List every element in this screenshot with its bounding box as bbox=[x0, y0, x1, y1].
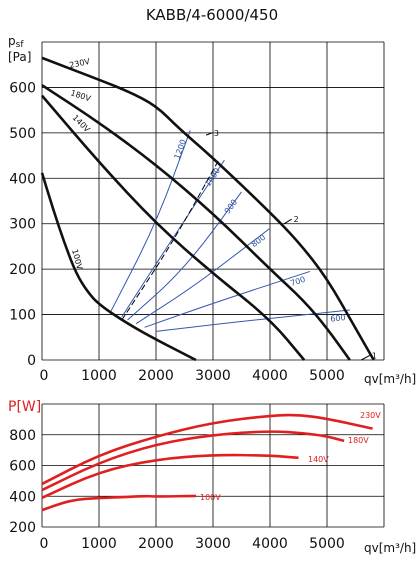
rpm-curve-label: 700 bbox=[289, 275, 306, 288]
dashed-curve bbox=[121, 159, 220, 321]
pressure-curve-label: 100V bbox=[70, 248, 84, 271]
rpm-curve-label: 900 bbox=[223, 198, 239, 216]
rpm-curve-line bbox=[155, 309, 350, 332]
rpm-curve-line bbox=[121, 159, 225, 318]
power-curve-140V bbox=[41, 453, 299, 499]
y-axis-label-sub: sf bbox=[16, 40, 25, 50]
pressure-curve-label: 230V bbox=[69, 57, 92, 70]
system-curve-label: 1 bbox=[372, 351, 377, 360]
x-tick-label: 2000 bbox=[138, 368, 174, 384]
power-chart: 0 1000 2000 3000 4000 5000 200 400 600 800 P[W] qv[… bbox=[8, 399, 416, 555]
x-tick-label: 0 bbox=[40, 536, 49, 552]
power-curve-100V bbox=[41, 494, 196, 512]
y-axis-label: psf bbox=[8, 34, 24, 50]
power-curve-label: 100V bbox=[200, 493, 221, 502]
pressure-chart: 0 1000 2000 3000 4000 5000 0 100 200 300 400 500 600… bbox=[8, 34, 416, 386]
pressure-curve-100V bbox=[40, 172, 197, 362]
y-axis-unit: [Pa] bbox=[8, 50, 31, 64]
x-tick-label: 0 bbox=[40, 368, 49, 384]
y-tick-label: 100 bbox=[9, 308, 36, 324]
y-tick-label: 400 bbox=[9, 171, 36, 187]
x-tick-label: 5000 bbox=[309, 368, 345, 384]
rpm-curve-line bbox=[135, 227, 271, 325]
y-axis-label: P[W] bbox=[8, 399, 41, 415]
y-tick-label: 600 bbox=[9, 459, 36, 475]
pressure-curve-230V bbox=[41, 56, 375, 361]
x-tick-label: 4000 bbox=[252, 536, 288, 552]
x-tick-label: 5000 bbox=[309, 536, 345, 552]
rpm-curve-line bbox=[109, 130, 191, 313]
x-axis-label: qv[m³/h] bbox=[364, 372, 416, 386]
x-tick-label: 3000 bbox=[195, 536, 231, 552]
power-curve-230V bbox=[41, 413, 373, 486]
rpm-curve-label: 1000 bbox=[203, 166, 222, 188]
y-tick-label: 0 bbox=[27, 353, 36, 369]
y-tick-label: 600 bbox=[9, 80, 36, 96]
x-tick-label: 3000 bbox=[195, 368, 231, 384]
x-tick-label: 2000 bbox=[138, 536, 174, 552]
system-curve-label: 2 bbox=[294, 215, 299, 224]
x-tick-label: 4000 bbox=[252, 368, 288, 384]
system-curve-label: 3 bbox=[214, 129, 219, 138]
x-tick-label: 1000 bbox=[81, 536, 117, 552]
power-curve-label: 180V bbox=[348, 436, 369, 445]
power-curve-label: 140V bbox=[308, 455, 329, 464]
pressure-curve-label: 180V bbox=[69, 88, 92, 103]
x-tick-label: 1000 bbox=[81, 368, 117, 384]
system-curve-marker bbox=[205, 132, 213, 136]
chart-title: KABB/4-6000/450 bbox=[146, 6, 278, 24]
rpm-curve-line bbox=[127, 191, 242, 321]
rpm-curve-label: 1200 bbox=[173, 138, 188, 160]
y-tick-label: 300 bbox=[9, 217, 36, 233]
pressure-curve-140V bbox=[41, 94, 306, 361]
system-curve-marker bbox=[283, 218, 292, 225]
power-curve-180V bbox=[41, 430, 345, 492]
system-curve-marker bbox=[360, 355, 370, 361]
y-tick-label: 500 bbox=[9, 126, 36, 142]
y-tick-label: 200 bbox=[9, 520, 36, 536]
y-tick-label: 400 bbox=[9, 489, 36, 505]
y-tick-label: 200 bbox=[9, 262, 36, 278]
rpm-curve-label: 800 bbox=[250, 233, 268, 249]
power-curve-label: 230V bbox=[360, 411, 381, 420]
rpm-curve-line bbox=[144, 270, 311, 328]
rpm-curve-label: 600 bbox=[330, 313, 346, 324]
x-axis-label: qv[m³/h] bbox=[364, 541, 416, 555]
y-tick-label: 800 bbox=[9, 428, 36, 444]
pressure-curve-180V bbox=[41, 84, 351, 361]
